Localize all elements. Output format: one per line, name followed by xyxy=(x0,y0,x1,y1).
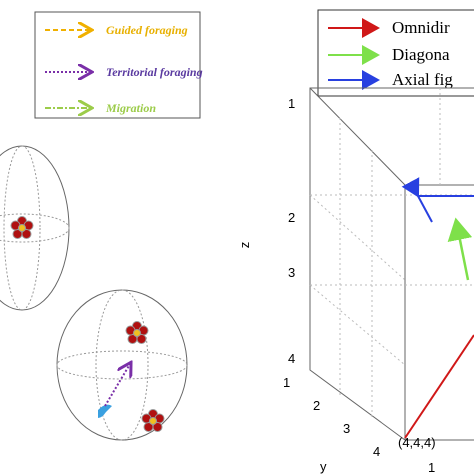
y-tick: 4 xyxy=(373,444,380,459)
legend-label: Axial fig xyxy=(392,70,453,89)
right-legend: Omnidir Diagona Axial fig xyxy=(317,9,474,97)
legend-label: Territorial foraging xyxy=(106,65,203,79)
arrows xyxy=(401,177,474,439)
z-tick: 4 xyxy=(288,351,295,366)
legend-label: Diagona xyxy=(392,45,450,64)
y-tick: 3 xyxy=(343,421,350,436)
cube xyxy=(309,87,474,441)
axis-labels: z 1 2 3 4 1 2 3 4 y (4,4,4) 1 xyxy=(237,96,436,474)
z-tick: 2 xyxy=(288,210,295,225)
y-tick: 2 xyxy=(313,398,320,413)
z-tick: 3 xyxy=(288,265,295,280)
y-label: y xyxy=(320,459,327,474)
left-legend: Guided foraging Territorial foraging Mig… xyxy=(34,11,203,119)
z-label: z xyxy=(237,242,252,249)
legend-label: Guided foraging xyxy=(106,23,188,37)
legend-label: Omnidir xyxy=(392,18,450,37)
z-tick: 1 xyxy=(288,96,295,111)
spheres xyxy=(0,145,188,441)
y-tick: 1 xyxy=(283,375,290,390)
corner-label: (4,4,4) xyxy=(398,435,436,450)
x-tick: 1 xyxy=(428,460,435,474)
legend-label: Migration xyxy=(105,101,156,115)
